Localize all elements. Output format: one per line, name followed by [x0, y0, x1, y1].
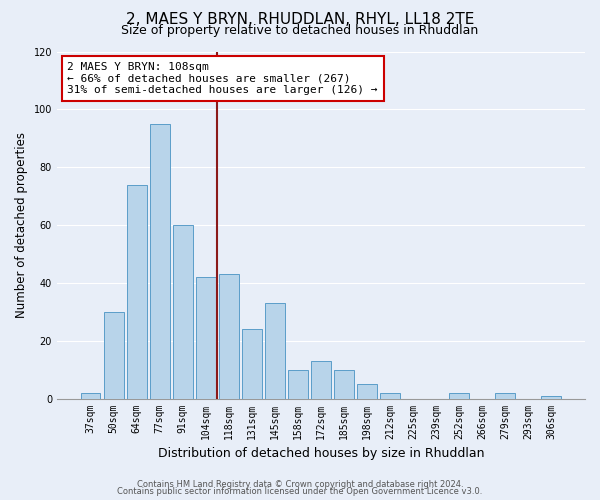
Bar	[150, 124, 170, 398]
Bar	[541, 396, 561, 398]
Bar	[334, 370, 354, 398]
Text: 2, MAES Y BRYN, RHUDDLAN, RHYL, LL18 2TE: 2, MAES Y BRYN, RHUDDLAN, RHYL, LL18 2TE	[126, 12, 474, 28]
Bar	[496, 393, 515, 398]
Bar	[127, 184, 146, 398]
Bar	[449, 393, 469, 398]
Bar	[265, 303, 284, 398]
Bar	[104, 312, 124, 398]
Bar	[380, 393, 400, 398]
Text: Contains HM Land Registry data © Crown copyright and database right 2024.: Contains HM Land Registry data © Crown c…	[137, 480, 463, 489]
Bar	[242, 329, 262, 398]
X-axis label: Distribution of detached houses by size in Rhuddlan: Distribution of detached houses by size …	[158, 447, 484, 460]
Bar	[288, 370, 308, 398]
Bar	[196, 277, 215, 398]
Text: Contains public sector information licensed under the Open Government Licence v3: Contains public sector information licen…	[118, 487, 482, 496]
Bar	[219, 274, 239, 398]
Text: 2 MAES Y BRYN: 108sqm
← 66% of detached houses are smaller (267)
31% of semi-det: 2 MAES Y BRYN: 108sqm ← 66% of detached …	[67, 62, 378, 95]
Bar	[81, 393, 100, 398]
Y-axis label: Number of detached properties: Number of detached properties	[15, 132, 28, 318]
Bar	[357, 384, 377, 398]
Bar	[311, 361, 331, 399]
Text: Size of property relative to detached houses in Rhuddlan: Size of property relative to detached ho…	[121, 24, 479, 37]
Bar	[173, 225, 193, 398]
